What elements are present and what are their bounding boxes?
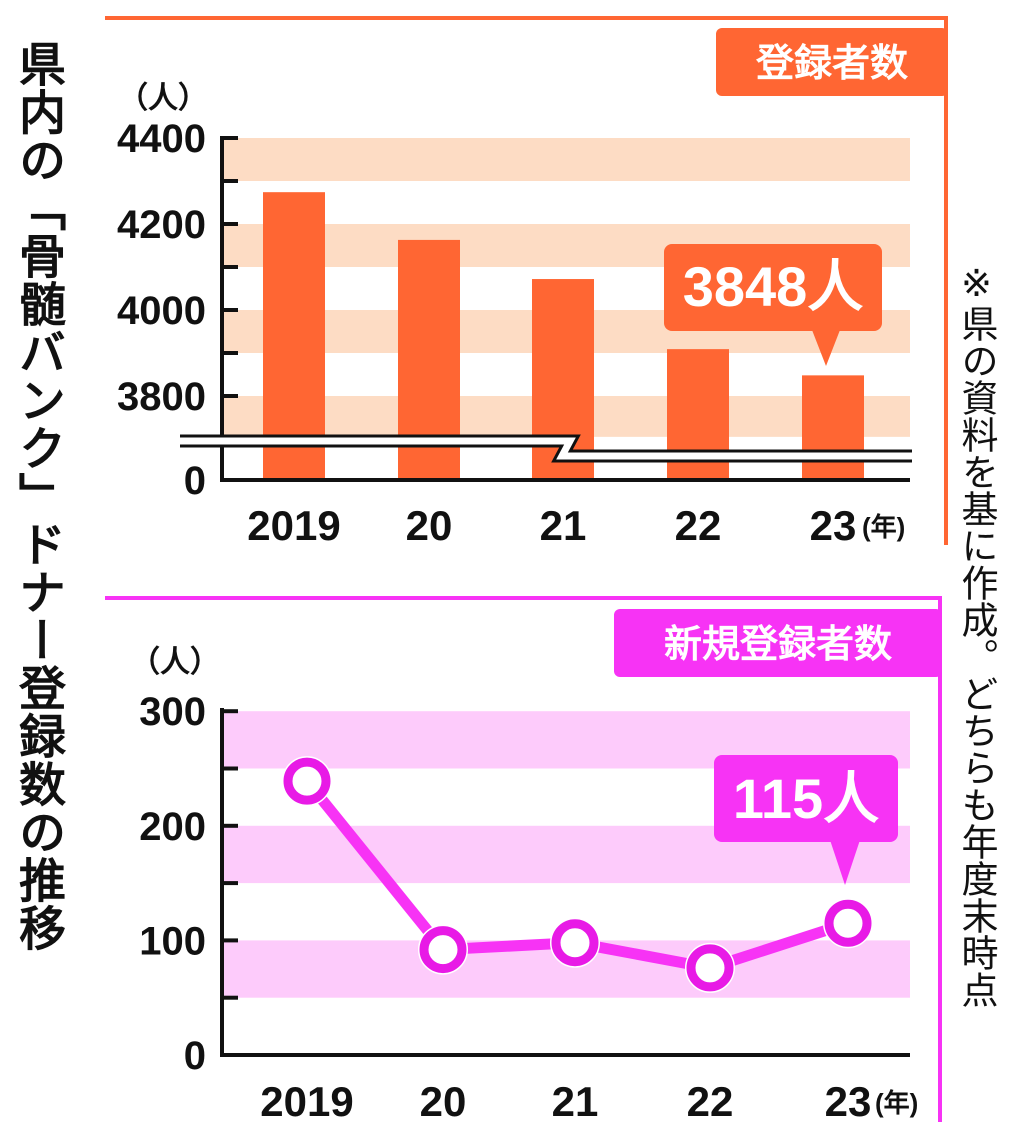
line-x-label: 20 <box>420 1078 467 1125</box>
bar-y-tick-label: 4000 <box>117 289 206 333</box>
bar-x-unit: (年) <box>862 512 905 542</box>
line-y-unit: （人） <box>130 645 220 679</box>
bar-y-tick-label: 4200 <box>117 203 206 247</box>
line-chart: 新規登録者数 （人） 300 200 100 0 2019 20 21 22 23 (年) 11… <box>105 596 942 1125</box>
bar-callout-box <box>664 244 882 331</box>
bar-y-tick-label: 0 <box>184 459 206 503</box>
line-x-label: 23 <box>825 1078 872 1125</box>
line-chart-title: 新規登録者数 <box>664 624 892 666</box>
line-point-23 <box>824 899 872 947</box>
bar-2019 <box>263 192 325 480</box>
line-point-22 <box>686 944 734 992</box>
bar-23 <box>802 375 864 480</box>
line-y-tick-label: 300 <box>139 690 206 734</box>
line-x-label: 21 <box>552 1078 599 1125</box>
bar-y-tick-label: 4400 <box>117 117 206 161</box>
chart-title: 県内の「骨髄バンク」ドナー登録数の推移 <box>10 40 65 952</box>
line-callout-pointer <box>830 840 860 885</box>
bar-x-label: 20 <box>406 502 453 549</box>
line-callout-label: 115人 <box>733 767 879 830</box>
bar-x-label: 21 <box>540 502 587 549</box>
bar-title-box <box>716 28 948 96</box>
source-note: ※県の資料を基に作成。どちらも年度末時点 <box>955 262 998 1008</box>
line-point-21 <box>551 919 599 967</box>
line-y-tick-label: 200 <box>139 805 206 849</box>
line-title-box <box>614 609 942 677</box>
bar-chart: 登録者数 （人） 4400 4200 4000 3800 0 2019 20 21 22 23(… <box>105 16 948 549</box>
bar-y-tick-label: 3800 <box>117 375 206 419</box>
bar-x-label: 2019 <box>247 502 340 549</box>
line-point-2019 <box>283 757 331 805</box>
line-callout-box <box>714 755 898 842</box>
bar-callout-label: 3848人 <box>683 255 864 318</box>
line-x-unit: (年) <box>875 1088 918 1118</box>
bar-callout-pointer <box>812 330 840 366</box>
line-x-label: 2019 <box>260 1078 353 1125</box>
line-y-tick-label: 0 <box>184 1034 206 1078</box>
bar-chart-title: 登録者数 <box>755 43 908 85</box>
bar-band <box>222 138 910 181</box>
line-point-20 <box>419 926 467 974</box>
bar-y-unit: （人） <box>118 81 208 115</box>
bar-x-label: 23 <box>810 502 857 549</box>
bar-x-label: 22 <box>675 502 722 549</box>
line-y-tick-label: 100 <box>139 919 206 963</box>
axis-break <box>180 437 912 460</box>
line-x-label: 22 <box>687 1078 734 1125</box>
